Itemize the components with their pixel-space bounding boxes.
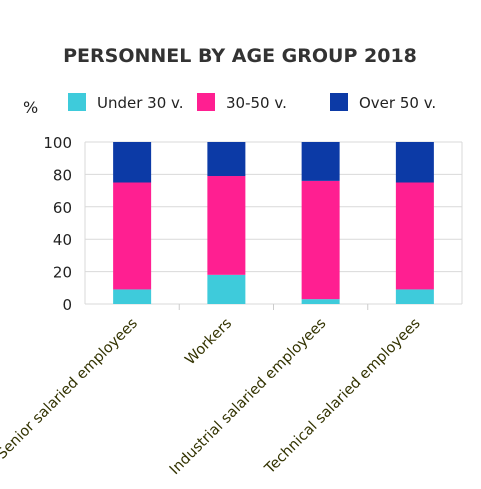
bar-segment (301, 142, 340, 181)
y-tick-label: 80 (53, 166, 72, 184)
legend-swatch (68, 93, 86, 111)
bar-segment (207, 274, 246, 304)
y-tick-label: 40 (53, 231, 72, 249)
bar-segment (395, 182, 434, 290)
y-axis-ticks: 0 20 40 60 80 100 (43, 134, 72, 314)
y-tick-label: 100 (43, 134, 72, 152)
bar-segment (113, 182, 152, 290)
legend: Under 30 v. 30-50 v. Over 50 v. (68, 93, 436, 112)
y-tick-label: 0 (62, 296, 72, 314)
bar-segment (207, 176, 246, 275)
bar-segment (113, 289, 152, 304)
y-axis-unit: % (23, 98, 38, 117)
bars (113, 142, 434, 304)
legend-swatch (197, 93, 215, 111)
x-tick-label: Technical salaried employees (261, 316, 423, 478)
y-tick-label: 20 (53, 264, 72, 282)
x-tick-label: Senior salaried employees (0, 316, 141, 463)
bar-segment (207, 142, 246, 177)
legend-label: Over 50 v. (359, 94, 436, 112)
bar-segment (395, 142, 434, 183)
x-tick-label: Industrial salaried employees (167, 316, 330, 479)
bar-segment (301, 299, 340, 304)
legend-label: 30-50 v. (226, 94, 287, 112)
bar-segment (395, 289, 434, 304)
bar-segment (301, 180, 340, 300)
x-tick-label: Workers (182, 316, 235, 369)
x-axis-ticks: Senior salaried employees WorkersIndustri… (0, 316, 424, 479)
legend-label: Under 30 v. (97, 94, 184, 112)
y-tick-label: 60 (53, 199, 72, 217)
bar-segment (113, 142, 152, 183)
chart-title: PERSONNEL BY AGE GROUP 2018 (63, 45, 417, 67)
legend-swatch (330, 93, 348, 111)
